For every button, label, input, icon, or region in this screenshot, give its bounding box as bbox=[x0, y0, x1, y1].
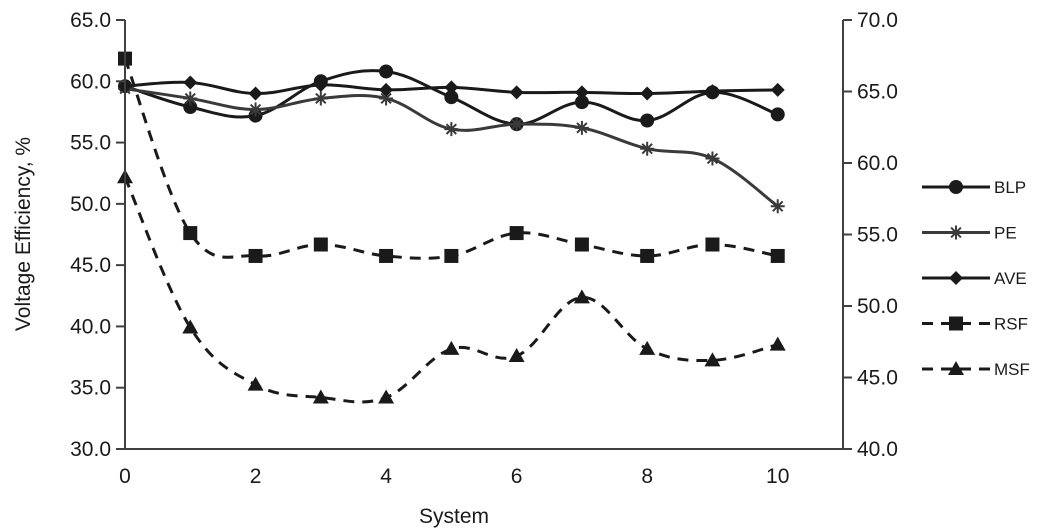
legend-label-blp: BLP bbox=[994, 178, 1026, 197]
x-tick-label: 10 bbox=[766, 465, 789, 488]
data-point-rsf bbox=[248, 248, 263, 263]
right-y-tick-label: 70.0 bbox=[857, 9, 898, 32]
data-point-pe bbox=[509, 117, 524, 132]
data-point-ave bbox=[248, 86, 263, 101]
x-tick-label: 2 bbox=[250, 465, 262, 488]
data-point-pe bbox=[770, 199, 785, 214]
y-axis-title: Voltage Efficiency, % bbox=[12, 137, 35, 331]
data-point-blp bbox=[574, 95, 589, 110]
series-line-rsf bbox=[123, 58, 778, 260]
data-point-msf bbox=[769, 336, 786, 351]
data-point-rsf bbox=[379, 248, 394, 263]
data-point-ave bbox=[183, 75, 198, 90]
legend-label-msf: MSF bbox=[994, 360, 1030, 379]
legend-label-rsf: RSF bbox=[994, 315, 1028, 334]
x-tick-label: 6 bbox=[511, 465, 523, 488]
data-point-msf bbox=[312, 389, 329, 404]
data-point-pe bbox=[183, 91, 198, 106]
data-point-pe bbox=[313, 91, 328, 106]
data-point-msf bbox=[247, 376, 264, 391]
data-point-msf bbox=[704, 352, 721, 367]
right-y-tick-label: 65.0 bbox=[857, 81, 898, 104]
data-point-rsf bbox=[705, 237, 720, 252]
data-point-blp bbox=[379, 64, 394, 79]
left-y-tick-label: 40.0 bbox=[70, 315, 111, 338]
data-point-ave bbox=[574, 85, 589, 100]
legend-marker-rsf bbox=[949, 316, 963, 331]
data-point-msf bbox=[378, 389, 395, 404]
data-point-msf bbox=[639, 340, 656, 355]
series-line-msf bbox=[123, 176, 779, 404]
axes bbox=[124, 20, 844, 450]
data-point-rsf bbox=[574, 237, 589, 252]
data-point-pe bbox=[574, 120, 589, 135]
data-point-msf bbox=[508, 348, 525, 363]
legend-label-ave: AVE bbox=[994, 269, 1027, 288]
legend-marker-ave bbox=[949, 271, 963, 285]
left-y-tick-label: 65.0 bbox=[70, 9, 111, 32]
data-point-msf bbox=[573, 289, 590, 304]
tick-layer: 30.0 35.0 40.0 45.0 50.0 55.0 60.0 65.0 40.0 45.0… bbox=[70, 9, 898, 488]
data-point-blp bbox=[640, 113, 655, 128]
legend-label-pe: PE bbox=[994, 224, 1017, 243]
x-tick-label: 4 bbox=[380, 465, 392, 488]
legend-marker-pe bbox=[949, 225, 963, 240]
right-y-tick-label: 55.0 bbox=[857, 224, 898, 247]
data-point-msf bbox=[443, 340, 460, 355]
data-point-pe bbox=[379, 91, 394, 106]
data-point-blp bbox=[770, 107, 785, 122]
left-y-tick-label: 45.0 bbox=[70, 254, 111, 277]
legend: BLP PE AVE RSF MSF bbox=[922, 178, 1030, 379]
x-axis-title: System bbox=[419, 505, 489, 528]
data-point-blp bbox=[183, 100, 198, 115]
data-point-ave bbox=[640, 86, 655, 101]
data-point-rsf bbox=[770, 248, 785, 263]
data-point-ave bbox=[379, 82, 394, 97]
data-point-blp bbox=[444, 90, 459, 105]
right-y-tick-label: 40.0 bbox=[857, 438, 898, 461]
x-tick-label: 8 bbox=[641, 465, 653, 488]
data-point-rsf bbox=[313, 237, 328, 252]
series-layer bbox=[117, 51, 786, 404]
data-point-rsf bbox=[640, 248, 655, 263]
left-y-tick-label: 50.0 bbox=[70, 193, 111, 216]
data-point-ave bbox=[705, 84, 720, 99]
data-point-rsf bbox=[509, 226, 524, 241]
data-point-pe bbox=[640, 141, 655, 156]
data-point-rsf bbox=[444, 248, 459, 263]
data-point-ave bbox=[313, 77, 328, 92]
left-y-tick-label: 55.0 bbox=[70, 132, 111, 155]
right-y-tick-label: 60.0 bbox=[857, 152, 898, 175]
data-point-ave bbox=[770, 82, 785, 97]
data-point-pe bbox=[444, 122, 459, 137]
data-point-msf bbox=[182, 319, 199, 334]
data-point-ave bbox=[509, 85, 524, 100]
data-point-rsf bbox=[183, 226, 198, 241]
data-point-ave bbox=[444, 80, 459, 95]
x-tick-label: 0 bbox=[119, 465, 131, 488]
data-point-pe bbox=[248, 102, 263, 117]
data-point-pe bbox=[705, 151, 720, 166]
right-y-tick-label: 50.0 bbox=[857, 295, 898, 318]
left-y-tick-label: 60.0 bbox=[70, 70, 111, 93]
legend-marker-blp bbox=[949, 180, 963, 194]
right-y-tick-label: 45.0 bbox=[857, 367, 898, 390]
left-y-tick-label: 30.0 bbox=[70, 438, 111, 461]
legend-marker-msf bbox=[948, 361, 964, 375]
left-y-tick-label: 35.0 bbox=[70, 377, 111, 400]
